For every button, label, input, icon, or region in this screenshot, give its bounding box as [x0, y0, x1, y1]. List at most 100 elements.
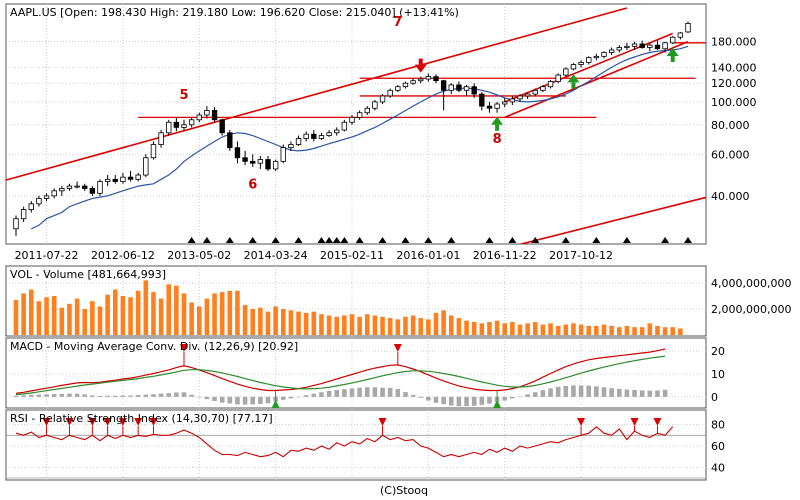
candle-body — [272, 160, 279, 170]
volume-bar — [609, 325, 614, 335]
volume-bar — [74, 298, 80, 335]
macd-histogram-bar — [487, 396, 492, 404]
candle-body — [448, 84, 454, 91]
macd-y-tick-label: 0 — [711, 391, 718, 404]
footer-credit: (C)Stooq — [380, 484, 428, 497]
buy-arrow-head — [491, 116, 504, 125]
volume-bar — [158, 298, 164, 335]
macd-histogram-bar — [204, 396, 210, 400]
macd-histogram-bar — [364, 387, 370, 397]
macd-histogram-bar — [349, 388, 355, 397]
volume-bar — [13, 299, 19, 335]
candle-body — [104, 178, 111, 182]
event-marker — [332, 237, 341, 243]
candle-body — [372, 101, 378, 109]
volume-bar — [82, 309, 88, 335]
macd-histogram-bar — [639, 390, 645, 397]
macd-histogram-bar — [280, 396, 286, 400]
candle-body — [616, 47, 622, 51]
macd-histogram-bar — [74, 393, 80, 397]
macd-histogram-bar — [403, 392, 408, 397]
volume-bar — [21, 293, 26, 335]
macd-histogram-bar — [120, 395, 126, 397]
event-marker — [248, 237, 257, 243]
macd-histogram-bar — [571, 385, 576, 397]
volume-bar — [97, 306, 103, 335]
macd-histogram-bar — [502, 396, 508, 401]
candle-body — [402, 82, 409, 88]
macd-histogram-bar — [242, 396, 248, 405]
sell-signal-marker — [393, 344, 402, 352]
candle-body — [326, 132, 332, 136]
macd-histogram-bar — [616, 388, 622, 397]
volume-bar — [632, 327, 637, 335]
candle-body — [364, 107, 370, 114]
rsi-line — [15, 426, 674, 458]
macd-y-tick-label: 20 — [711, 345, 725, 358]
buy-arrow-shaft — [571, 82, 576, 89]
price-panel: 5 6 7 8 40.000 60.000 80.000 100.000 120.000 140… — [5, 3, 757, 245]
candle-body — [257, 159, 264, 164]
candle-body — [601, 52, 607, 57]
volume-bar — [120, 296, 126, 335]
price-y-tick-label: 80.000 — [711, 119, 750, 132]
buy-signal-marker — [271, 400, 280, 408]
macd-histogram-bar — [28, 394, 34, 397]
candle-body — [66, 185, 73, 189]
event-marker — [317, 237, 326, 243]
macd-histogram-bar — [158, 393, 164, 397]
volume-bar — [219, 292, 225, 335]
volume-bar — [441, 310, 446, 335]
macd-histogram-bar — [456, 396, 462, 407]
candle-body — [74, 185, 80, 188]
event-marker — [271, 237, 280, 243]
volume-bar — [59, 307, 65, 335]
macd-histogram-bar — [471, 396, 477, 406]
event-marker — [325, 237, 334, 243]
macd-histogram-bar — [219, 396, 225, 403]
sell-arrow-shaft — [418, 58, 423, 65]
volume-bar — [502, 323, 508, 335]
volume-bar — [471, 322, 477, 335]
candle-body — [433, 76, 439, 82]
macd-histogram-bar — [265, 396, 271, 404]
volume-bar — [166, 284, 172, 335]
volume-y-axis: 2,000,000,000 4,000,000,000 — [711, 277, 791, 316]
macd-histogram-bar — [586, 385, 592, 397]
candle-body — [135, 174, 141, 180]
candle-body — [410, 80, 416, 84]
candle-body — [540, 86, 546, 91]
wave-label-5: 5 — [179, 88, 188, 103]
price-y-tick-label: 140.000 — [711, 61, 757, 74]
candle-body — [89, 188, 96, 194]
price-x-tick-label: 2016-11-22 — [473, 249, 537, 262]
candle-body — [479, 93, 485, 107]
candle-body — [295, 138, 302, 145]
macd-histogram-bar — [479, 396, 485, 405]
macd-signal-arrows — [180, 344, 502, 408]
event-marker — [424, 237, 433, 243]
volume-bar — [280, 309, 286, 335]
event-marker — [531, 237, 540, 243]
buy-arrow — [567, 74, 580, 89]
candle-body — [280, 147, 286, 162]
macd-histogram-bar — [112, 395, 118, 397]
price-panel-frame — [5, 3, 707, 245]
candle-body — [677, 32, 684, 38]
macd-histogram-bar — [563, 385, 569, 397]
candle-body — [143, 157, 149, 176]
volume-bar — [601, 324, 607, 335]
macd-histogram-bar — [235, 396, 240, 405]
rsi-y-tick-label: 40 — [711, 461, 725, 474]
macd-y-axis: 0 10 20 — [711, 345, 725, 404]
candle-body — [303, 133, 309, 139]
volume-bar — [357, 316, 362, 335]
macd-histogram-bar — [342, 389, 347, 397]
macd-histogram-bar — [82, 394, 88, 397]
overbought-signal-marker — [88, 418, 97, 426]
volume-bar — [303, 312, 309, 335]
candle-body — [608, 49, 615, 53]
event-marker — [187, 237, 196, 243]
macd-histogram-bar — [212, 396, 217, 401]
macd-histogram-bar — [510, 396, 515, 399]
